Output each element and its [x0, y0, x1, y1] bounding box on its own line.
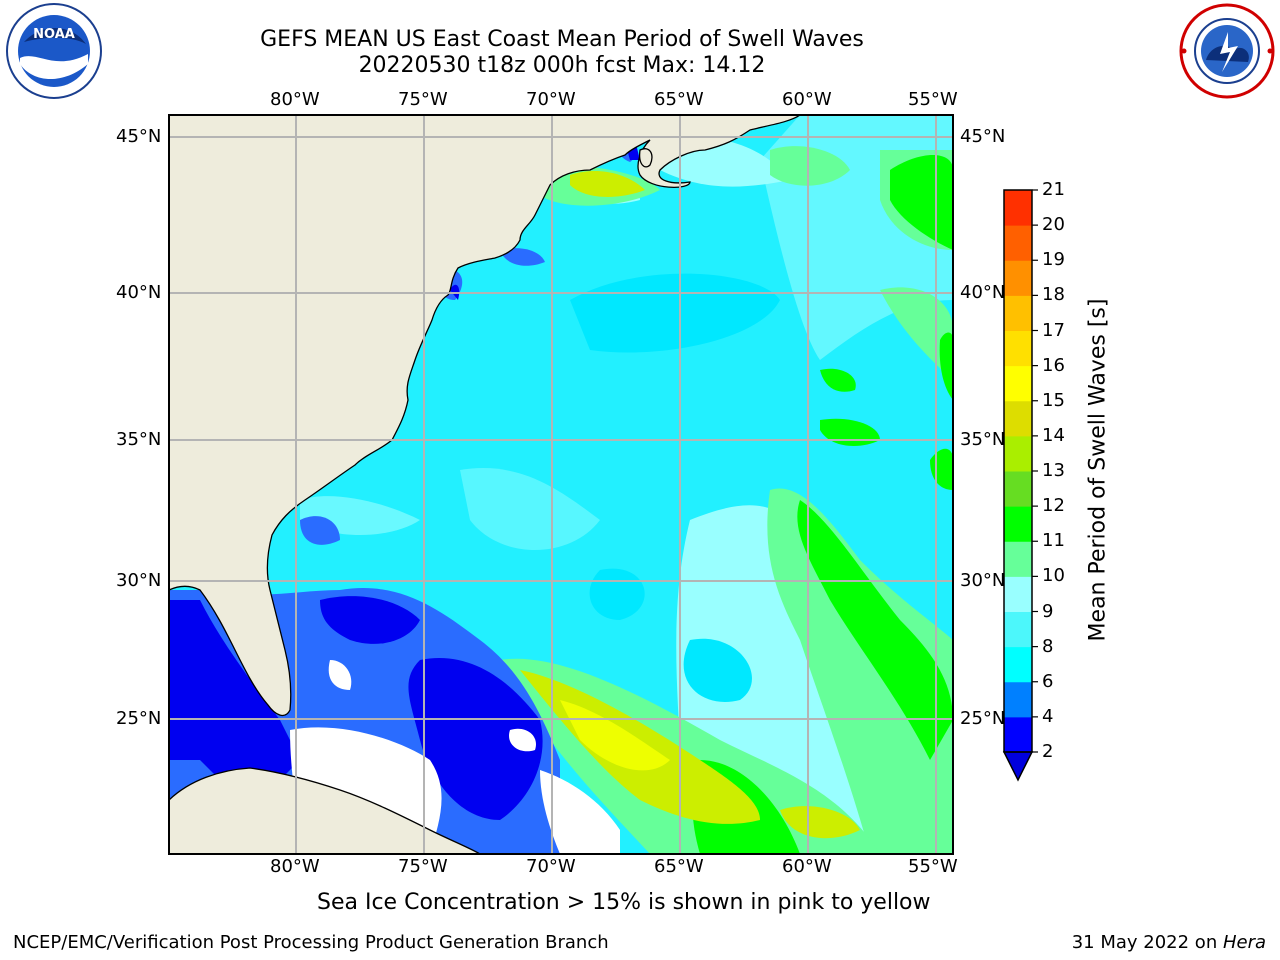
map-title: GEFS MEAN US East Coast Mean Period of S… [260, 27, 864, 52]
map-frame [168, 114, 954, 855]
lon-label-top-60w: 60°W [782, 89, 832, 110]
colorbar-tick-label: 17 [1042, 319, 1065, 341]
colorbar-tick-label: 10 [1042, 565, 1065, 587]
footer-date: 31 May 2022 on Hera [1072, 932, 1266, 953]
lon-label-bottom-65w: 65°W [654, 856, 704, 877]
lon-label-top-65w: 65°W [654, 89, 704, 110]
lat-label-right-25n: 25°N [960, 708, 1006, 729]
lat-label-right-40n: 40°N [960, 282, 1006, 303]
footer-machine: Hera [1222, 932, 1266, 953]
colorbar-segment [1004, 611, 1032, 648]
colorbar-segment [1004, 295, 1032, 331]
colorbar-tick-label: 4 [1042, 705, 1054, 727]
colorbar-tick-label: 20 [1042, 214, 1065, 236]
lat-label-left-35n: 35°N [116, 429, 162, 450]
colorbar-tick-label: 12 [1042, 495, 1065, 517]
map-plot-area [169, 115, 953, 854]
colorbar-segment [1004, 260, 1032, 296]
colorbar-segment [1004, 681, 1032, 718]
colorbar-segment [1004, 541, 1032, 577]
lat-label-right-35n: 35°N [960, 429, 1006, 450]
colorbar-tick-label: 21 [1042, 179, 1065, 200]
footer-date-text: 31 May 2022 on [1071, 932, 1223, 953]
lat-lon-grid [169, 115, 953, 854]
colorbar-segment [1004, 365, 1032, 402]
colorbar-tick-label: 14 [1042, 424, 1065, 446]
noaa-logo: NOAA [6, 3, 102, 99]
colorbar-title: Mean Period of Swell Waves [s] [1085, 298, 1111, 642]
lon-label-top-70w: 70°W [526, 89, 576, 110]
nws-logo [1179, 3, 1275, 99]
lon-label-top-55w: 55°W [908, 89, 958, 110]
colorbar-tick-label: 18 [1042, 284, 1065, 306]
colorbar-tick-label: 6 [1042, 670, 1054, 692]
lon-label-top-80w: 80°W [270, 89, 320, 110]
colorbar-segment [1004, 506, 1032, 542]
colorbar-under-arrow [1002, 751, 1034, 782]
colorbar-tick-label: 19 [1042, 249, 1065, 271]
colorbar [1002, 189, 1038, 782]
land-mass [169, 115, 802, 854]
lat-label-left-40n: 40°N [116, 282, 162, 303]
colorbar-tick-label: 13 [1042, 460, 1065, 481]
lon-label-bottom-60w: 60°W [782, 856, 832, 877]
colorbar-segment [1004, 190, 1032, 226]
swell-14s-regions [560, 700, 670, 771]
lat-label-right-45n: 45°N [960, 126, 1006, 147]
map-subtitle: 20220530 t18z 000h fcst Max: 14.12 [358, 53, 766, 78]
lat-label-left-30n: 30°N [116, 570, 162, 591]
lon-label-bottom-55w: 55°W [908, 856, 958, 877]
lat-label-left-45n: 45°N [116, 126, 162, 147]
colorbar-segment [1004, 646, 1032, 683]
lat-label-left-25n: 25°N [116, 708, 162, 729]
lon-label-bottom-80w: 80°W [270, 856, 320, 877]
noaa-logo-text: NOAA [33, 27, 75, 42]
colorbar-segment [1004, 576, 1032, 612]
colorbar-tick-label: 15 [1042, 389, 1065, 411]
lat-label-right-30n: 30°N [960, 570, 1006, 591]
colorbar-segment [1004, 471, 1032, 507]
colorbar-tick-label: 11 [1042, 530, 1065, 552]
colorbar-segment [1004, 435, 1032, 472]
lon-label-bottom-75w: 75°W [398, 856, 448, 877]
lon-label-bottom-70w: 70°W [526, 856, 576, 877]
colorbar-segment [1004, 716, 1032, 753]
colorbar-tick-label: 2 [1042, 741, 1054, 762]
colorbar-segment [1004, 400, 1032, 437]
colorbar-tick-label: 8 [1042, 635, 1054, 657]
sea-ice-caption: Sea Ice Concentration > 15% is shown in … [317, 890, 931, 915]
colorbar-tick-label: 9 [1042, 600, 1054, 622]
lon-label-top-75w: 75°W [398, 89, 448, 110]
colorbar-tick-label: 16 [1042, 354, 1065, 376]
colorbar-segment [1004, 225, 1032, 261]
footer-credit: NCEP/EMC/Verification Post Processing Pr… [13, 932, 609, 953]
colorbar-segment [1004, 330, 1032, 367]
